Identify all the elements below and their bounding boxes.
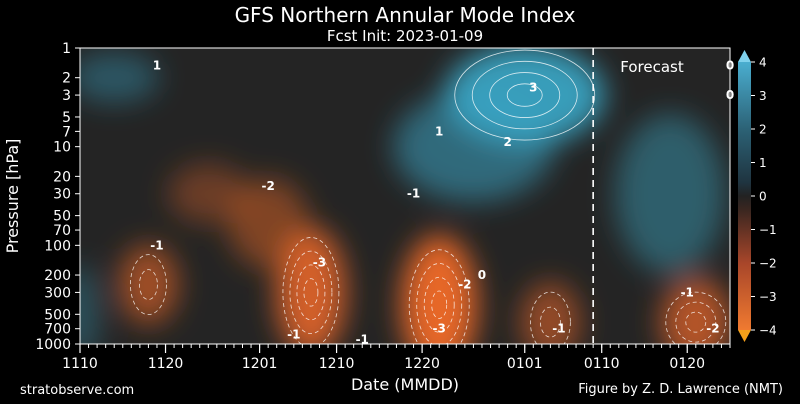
x-tick-label: 0120 [669,356,705,372]
field-shading [228,178,309,269]
footer-site: stratobserve.com [20,383,134,398]
y-tick-label: 200 [44,268,71,284]
contour-label: 0 [478,268,486,282]
colorbar-top-arrow [738,50,751,62]
contour-label: -1 [407,187,420,201]
contour-line [471,60,578,130]
contour-label: -1 [681,285,694,299]
colorbar-tick-label: 4 [759,56,767,70]
field-shading [401,234,478,344]
y-tick-label: 30 [53,187,71,203]
contour-label: -2 [706,322,719,336]
y-tick-label: 3 [62,88,71,104]
contour-label: -2 [458,278,471,292]
contour-line [530,291,571,344]
contour-line [139,269,158,300]
colorbar-tick-label: 3 [759,89,767,103]
colorbar-tick-label: 2 [759,123,767,137]
y-tick-label: 1000 [35,337,71,353]
y-tick-label: 1 [62,41,71,57]
contour-line [685,311,707,333]
contour-line [296,264,326,321]
colorbar-bottom-arrow [738,330,751,342]
colorbar-tick-label: −2 [759,257,777,271]
contour-line [539,306,561,338]
colorbar-tick-label: −4 [759,324,777,338]
forecast-label: Forecast [620,58,684,76]
contour-label: -2 [261,179,274,193]
x-tick-label: 0110 [584,356,620,372]
field-shading [660,277,730,344]
chart-title: GFS Northern Annular Mode Index [235,3,576,27]
contour-line [675,301,717,343]
contour-line [289,250,333,335]
contour-label: -1 [150,238,163,252]
field-shading [168,163,249,224]
x-tick-label: 1210 [319,356,355,372]
contour-line [506,83,543,107]
x-axis-title: Date (MMDD) [351,375,459,394]
contour-label: -3 [433,322,446,336]
x-axis: 1110 1120 1201 1210 1220 0101 0110 0120 [62,344,731,372]
colorbar-fill [738,62,751,330]
colorbar-tick-label: 1 [759,156,767,170]
x-tick-label: 0101 [507,356,543,372]
contour-label: 3 [529,80,537,94]
y-tick-label: 7 [62,124,71,140]
field-shading [118,244,179,325]
contour-label: 2 [503,135,511,149]
colorbar: 4 3 2 1 0 −1 −2 −3 −4 [738,50,777,342]
plot-area: Forecast -1 -2 -3 -1 -1 -1 -3 -2 0 1 2 3 -1 1 -1 -2 0 0 [79,47,734,346]
colorbar-tick-label: 0 [759,190,767,204]
contour-line [282,237,340,344]
contour-label: 1 [435,124,443,138]
x-tick-label: 1120 [148,356,184,372]
contour-label: -3 [313,256,326,270]
contour-line [130,254,167,315]
y-axis-title: Pressure [hPa] [3,139,22,254]
contour-label: -1 [356,332,369,346]
contour-line [431,290,448,319]
y-tick-label: 300 [44,285,71,301]
field-shading [80,264,100,344]
contour-label: 0 [726,88,734,102]
field-shading [393,91,554,202]
chart-subtitle: Fcst Init: 2023-01-09 [327,27,483,45]
field-shading [80,52,160,103]
field-shading [520,282,581,344]
contour-line [454,49,596,141]
colorbar-tick-label: −3 [759,290,777,304]
contour-line [303,278,319,307]
x-tick-label: 1201 [242,356,278,372]
contour-label: -1 [552,322,565,336]
field-shading [615,113,726,274]
y-tick-label: 2 [62,71,71,87]
y-tick-label: 70 [53,223,71,239]
contour-label: -1 [287,327,300,341]
y-tick-label: 20 [53,169,71,185]
footer-credit: Figure by Z. D. Lawrence (NMT) [578,382,783,397]
y-tick-label: 50 [53,209,71,225]
contour-line [665,291,727,344]
y-tick-label: 700 [44,322,71,338]
y-tick-label: 100 [44,238,71,254]
contour-label: 0 [726,58,734,72]
x-tick-label: 1220 [404,356,440,372]
y-tick-label: 5 [62,110,71,126]
colorbar-tick-label: −1 [759,223,777,237]
contour-line [489,72,561,118]
x-tick-label: 1110 [62,356,98,372]
y-tick-label: 500 [44,307,71,323]
contour-line [408,249,470,344]
contour-line [416,263,463,344]
y-tick-label: 10 [53,140,71,156]
contour-label: 1 [153,58,161,72]
contour-line [423,276,455,333]
